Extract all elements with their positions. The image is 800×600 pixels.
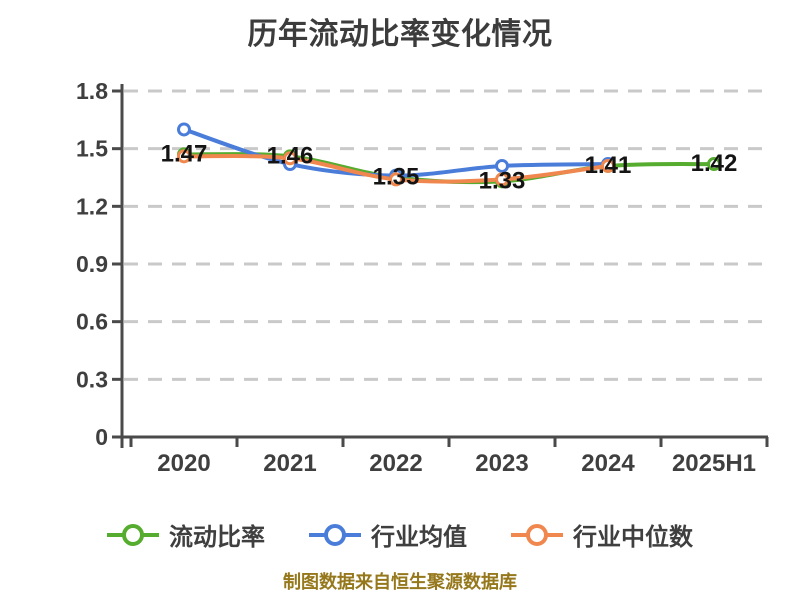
data-point-marker-行业中位数 [389, 172, 403, 187]
x-tick-label: 2021 [263, 450, 316, 477]
data-point-marker-行业中位数 [495, 172, 509, 187]
data-point-marker-行业均值 [495, 158, 509, 173]
data-point-marker-行业均值 [177, 122, 191, 137]
legend-marker-icon [309, 523, 361, 546]
data-source-caption: 制图数据来自恒生聚源数据库 [283, 572, 517, 592]
y-tick-label: 0.3 [76, 366, 108, 392]
point-label: 1.33 [479, 167, 526, 194]
data-point-marker-行业中位数 [601, 158, 615, 173]
y-tick-label: 0.9 [76, 251, 108, 277]
legend-marker-icon [107, 523, 159, 546]
legend-circle [526, 523, 548, 546]
legend: 流动比率 行业均值 行业中位数 [0, 517, 800, 552]
plot-area: 0 0.3 0.6 0.9 1.2 1.5 1.8 2020 2021 2022 2023 2024 2… [76, 78, 772, 477]
legend-item-行业均值: 行业均值 [309, 517, 467, 552]
data-point-marker-行业中位数 [283, 151, 297, 166]
y-tick-label: 1.8 [76, 78, 108, 104]
legend-circle [324, 523, 346, 546]
legend-marker-icon [511, 523, 563, 546]
legend-item-流动比率: 流动比率 [107, 517, 265, 552]
point-label: 1.42 [691, 150, 738, 177]
y-tick-label: 0 [95, 424, 108, 450]
x-tick-label: 2022 [369, 450, 422, 477]
legend-label: 行业中位数 [573, 524, 693, 551]
y-tick-label: 0.6 [76, 309, 108, 335]
point-label: 1.35 [373, 164, 420, 191]
y-tick-label: 1.5 [76, 136, 108, 162]
x-tick-label: 2025H1 [672, 450, 756, 477]
point-label: 1.46 [267, 142, 314, 169]
legend-item-行业中位数: 行业中位数 [511, 517, 693, 552]
point-label: 1.41 [585, 152, 632, 179]
data-point-marker-行业中位数 [177, 149, 191, 164]
y-tick-label: 1.2 [76, 193, 108, 219]
legend-label: 流动比率 [169, 524, 265, 551]
x-tick-label: 2024 [581, 450, 635, 477]
x-tick-label: 2020 [157, 450, 210, 477]
point-label: 1.47 [161, 140, 208, 167]
chart-title: 历年流动比率变化情况 [247, 18, 553, 51]
legend-label: 行业均值 [371, 524, 467, 551]
data-point-marker-流动比率 [707, 157, 721, 172]
x-tick-label: 2023 [475, 450, 528, 477]
legend-circle [122, 523, 144, 546]
